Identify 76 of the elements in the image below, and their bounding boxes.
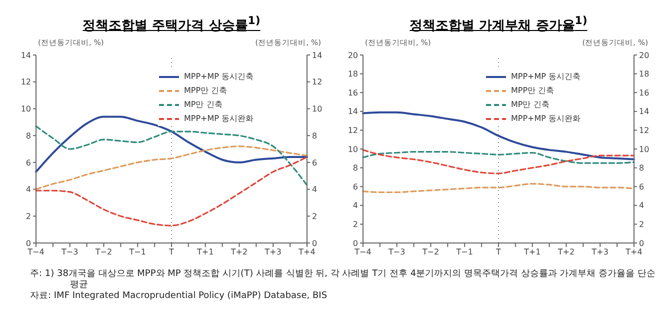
line-series — [35, 146, 308, 190]
legend-label: MPP+MP 동시완화 — [511, 113, 581, 125]
y-tick-label: 12 — [20, 78, 31, 87]
x-tick-label: T+3 — [264, 248, 282, 257]
y-tick-label: 16 — [348, 88, 358, 98]
y-tick-label: 2 — [352, 220, 358, 230]
line-series — [35, 156, 308, 226]
y2-tick-label: 2 — [312, 212, 318, 221]
y-tick-label: 18 — [348, 70, 358, 79]
x-tick-label: T−4 — [354, 248, 372, 257]
y2-tick-label: 12 — [312, 78, 322, 87]
y-tick-label: 4 — [26, 185, 31, 194]
y2-tick-label: 4 — [312, 185, 318, 194]
y2-tick-label: 14 — [312, 50, 322, 60]
y2-tick-label: 8 — [639, 164, 644, 173]
y-tick-label: 0 — [26, 238, 31, 248]
line-series — [362, 151, 635, 164]
legend-label: MPP만 긴축 — [511, 85, 554, 97]
y2-tick-label: 2 — [639, 220, 644, 230]
x-tick-label: T+4 — [298, 248, 316, 257]
x-tick-label: T−3 — [388, 248, 406, 257]
y2-tick-label: 14 — [639, 107, 650, 116]
x-tick-label: T+3 — [590, 248, 608, 257]
y2-tick-label: 6 — [639, 182, 644, 192]
y2-tick-label: 20 — [639, 50, 650, 60]
x-tick-label: T−3 — [60, 248, 78, 257]
y-tick-label: 20 — [348, 50, 358, 60]
x-tick-label: T+2 — [230, 248, 248, 257]
y2-tick-label: 16 — [639, 88, 650, 98]
x-tick-label: T+1 — [196, 248, 214, 257]
x-tick-label: T+1 — [523, 248, 541, 257]
line-series — [362, 149, 635, 174]
legend-label: MP만 긴축 — [511, 99, 550, 111]
y-tick-label: 6 — [26, 158, 31, 168]
x-tick-label: T−1 — [128, 248, 146, 257]
y2-tick-label: 0 — [639, 238, 644, 248]
x-tick-label: T — [495, 248, 502, 257]
y2-tick-label: 10 — [639, 144, 650, 154]
y-tick-label: 14 — [20, 50, 31, 60]
line-series — [35, 116, 308, 173]
x-tick-label: T+4 — [624, 248, 642, 257]
legend-label: MPP+MP 동시긴축 — [184, 71, 254, 83]
x-tick-label: T−1 — [455, 248, 473, 257]
text: 자료: IMF Integrated Macroprudential Policy (iMaPP) Database, BIS — [29, 291, 328, 302]
y2-tick-label: 12 — [639, 126, 650, 136]
line-series — [362, 182, 635, 194]
x-tick-label: T−2 — [421, 248, 440, 257]
y2-tick-label: 18 — [639, 70, 650, 79]
y-tick-label: 0 — [352, 238, 358, 248]
y-tick-label: 4 — [352, 201, 358, 210]
legend-label: MPP+MP 동시완화 — [184, 113, 254, 125]
y-tick-label: 10 — [20, 104, 31, 114]
y-tick-label: 8 — [352, 164, 358, 173]
y2-tick-label: 4 — [639, 201, 644, 210]
y2-tick-label: 0 — [312, 238, 318, 248]
x-tick-label: T−2 — [94, 248, 112, 257]
y-tick-label: 14 — [348, 107, 358, 116]
legend-label: MP만 긴축 — [184, 99, 222, 111]
y-tick-label: 8 — [26, 131, 31, 140]
text: 주: 1) 38개국을 대상으로 MPP와 MP 정책조합 시기(T) 사례를 식별한 뒤, 각 사례별 T기 전후 4분기까지의 명목주택가격 상승률과 가계부채 증가율을 단순평균 — [29, 269, 656, 291]
y2-tick-label: 10 — [312, 104, 322, 114]
line-series — [362, 111, 635, 160]
chart-title: 정책조합별 주택가격 상승률$^{1)}$ — [82, 14, 262, 36]
x-tick-label: T−4 — [26, 248, 44, 257]
y-tick-label: 10 — [348, 144, 358, 154]
line-series — [35, 125, 308, 186]
y-tick-label: 12 — [348, 126, 358, 136]
x-tick-label: T — [168, 248, 174, 257]
y2-tick-label: 8 — [312, 131, 318, 140]
chart-title: 정책조합별 가계부채 증가율$^{1)}$ — [408, 14, 588, 36]
y-tick-label: 2 — [26, 212, 31, 221]
x-tick-label: T+2 — [556, 248, 575, 257]
y2-tick-label: 6 — [312, 158, 318, 168]
legend-label: MPP만 긴축 — [184, 85, 228, 97]
legend-label: MPP+MP 동시긴축 — [511, 71, 581, 83]
y-tick-label: 6 — [352, 182, 358, 192]
